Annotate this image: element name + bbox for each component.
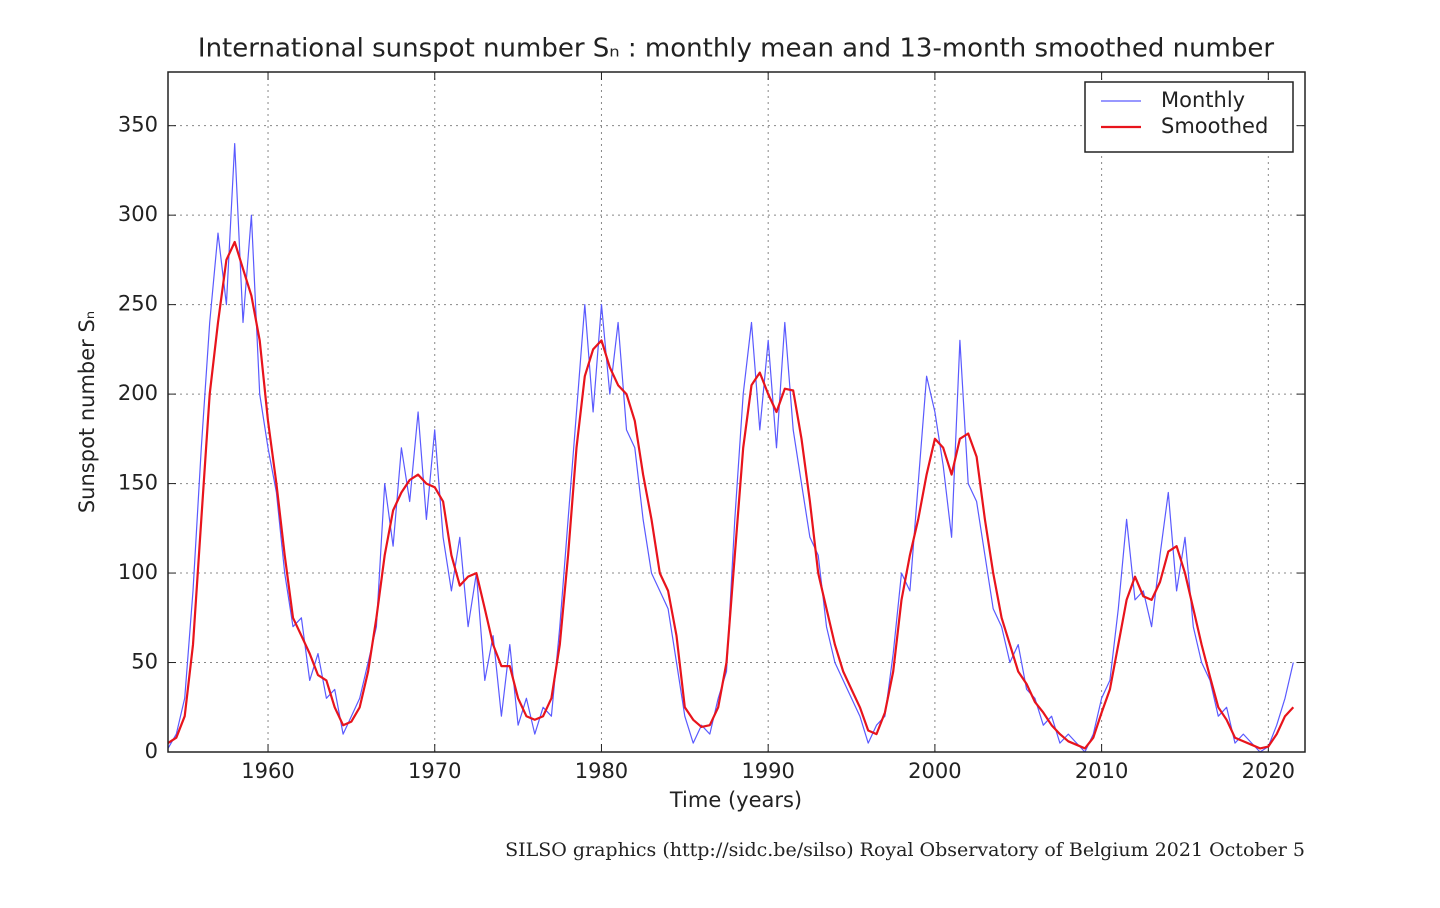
x-tick-label: 2010 [1075,759,1128,783]
x-axis-label: Time (years) [669,788,802,812]
x-tick-label: 1960 [241,759,294,783]
x-tick-label: 2020 [1242,759,1295,783]
footer: SILSO graphics (http://sidc.be/silso) Ro… [505,839,1305,861]
y-tick-label: 0 [145,739,158,763]
legend-label: Smoothed [1161,114,1268,138]
y-tick-label: 300 [118,202,158,226]
x-tick-label: 1980 [575,759,628,783]
legend-label: Monthly [1161,88,1245,112]
plot-frame [167,71,1306,753]
y-tick-label: 50 [131,650,158,674]
series-line [167,143,1294,753]
y-axis-label: Sunspot number Sₙ [75,311,99,513]
y-tick-label: 200 [118,381,158,405]
y-tick-label: 250 [118,292,158,316]
y-tick-label: 150 [118,471,158,495]
y-tick-label: 350 [118,113,158,137]
x-tick-label: 1970 [408,759,461,783]
y-tick-label: 100 [118,560,158,584]
series-line [167,240,1295,750]
legend-box [1084,81,1294,153]
chart-title: International sunspot number Sₙ : monthl… [198,34,1274,64]
x-tick-label: 2000 [908,759,961,783]
x-tick-label: 1990 [741,759,794,783]
